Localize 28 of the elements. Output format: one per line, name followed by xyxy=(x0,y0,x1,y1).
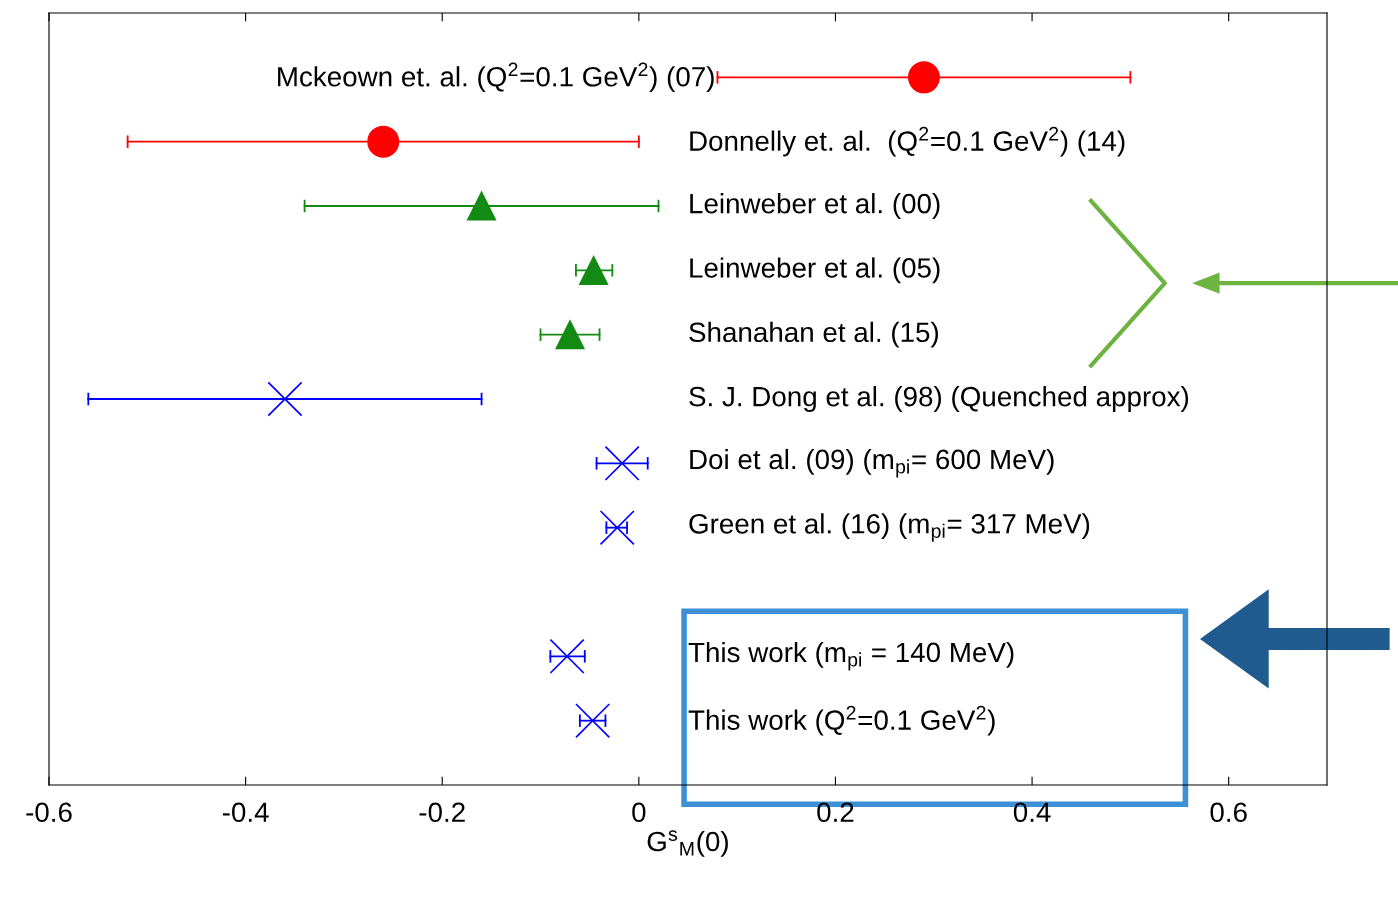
point xyxy=(267,381,303,417)
x-tick-label: 0 xyxy=(632,802,646,823)
y-tick-label: This work (Q$^{2}$=0.1 GeV$^{2}$) xyxy=(688,705,995,736)
point xyxy=(466,191,497,221)
x-tick-label: 0.2 xyxy=(817,802,854,823)
y-tick-label: Leinweber et al. (05) xyxy=(690,257,940,284)
y-tick-label: Mckeown et. al. (Q$^{2}$=0.1 GeV$^{2}$) (07) xyxy=(278,62,714,93)
x-tick-label: -0.6 xyxy=(26,802,72,823)
y-tick-label: Green et al. (16) (m$_{pi}$= 317 MeV) xyxy=(689,513,1090,542)
x-tick-label: -0.4 xyxy=(222,802,269,823)
point xyxy=(604,445,640,481)
y-tick-label: Shanahan et al. (15) xyxy=(689,321,938,348)
point xyxy=(575,703,611,739)
x-tick-label: -0.2 xyxy=(419,802,465,823)
y-tick-label: S. J. Dong et al. (98) (Quenched approx) xyxy=(689,386,1189,412)
y-tick-label: Leinweber et al. (00) xyxy=(690,193,940,219)
point xyxy=(599,510,635,546)
x-axis-title: G$^{s}$$_{M}$(0) xyxy=(647,830,728,857)
point xyxy=(555,320,585,350)
y-tick-label: Doi et al. (09) (m$_{pi}$= 600 MeV) xyxy=(690,448,1054,478)
point xyxy=(367,125,400,158)
x-tick-label: 0.6 xyxy=(1210,802,1247,823)
y-tick-label: Donnelly et. al. (Q$^{2}$=0.1 GeV$^{2}$) (14) xyxy=(690,126,1125,157)
x-tick-label: 0.4 xyxy=(1013,802,1051,823)
point xyxy=(907,61,940,94)
point xyxy=(549,638,585,674)
y-tick-label: This work (m$_{pi}$ = 140 MeV) xyxy=(688,641,1014,671)
point xyxy=(579,255,609,285)
